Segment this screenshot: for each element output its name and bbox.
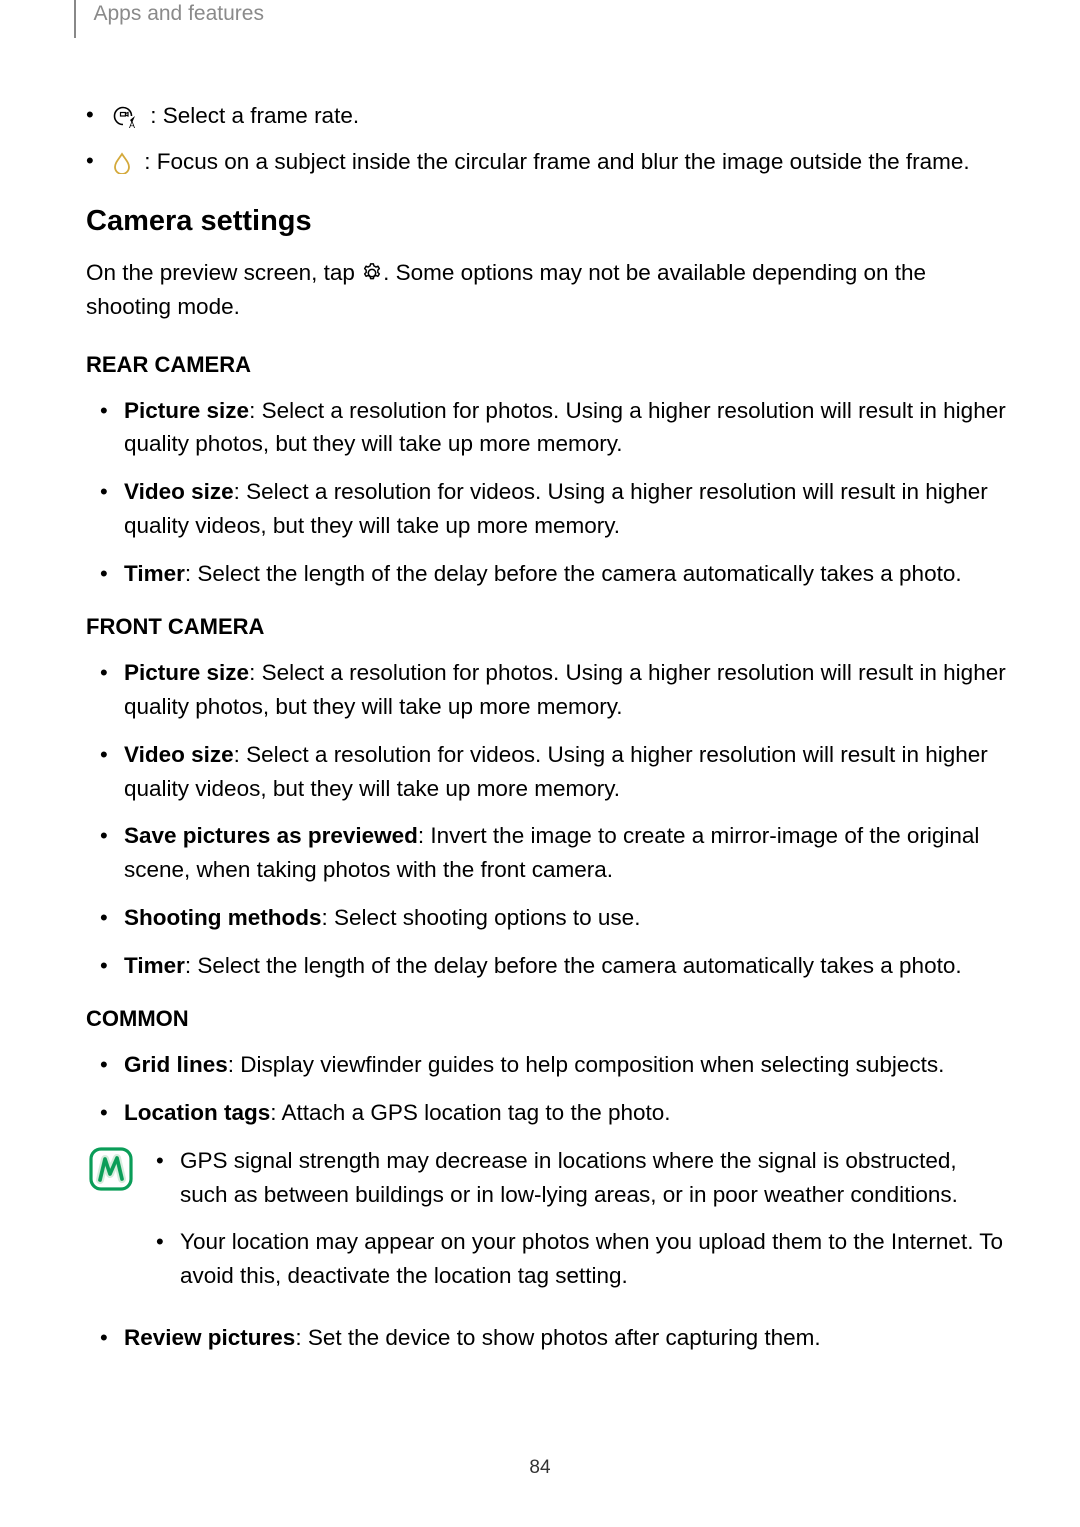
setting-item: Review pictures: Set the device to show … [124,1321,1006,1355]
setting-label: Save pictures as previewed [124,823,418,848]
top-option-frame-rate: A : Select a frame rate. [112,100,1006,132]
setting-text: : Select the length of the delay before … [185,561,962,586]
setting-text: : Select shooting options to use. [321,905,640,930]
top-option-focus: : Focus on a subject inside the circular… [112,146,1006,178]
setting-label: Location tags [124,1100,270,1125]
setting-text: : Select a resolution for photos. Using … [124,398,1006,457]
setting-text: : Select a resolution for photos. Using … [124,660,1006,719]
top-option-text: : Select a frame rate. [144,103,359,128]
setting-text: : Select the length of the delay before … [185,953,962,978]
note-list: GPS signal strength may decrease in loca… [154,1144,1006,1307]
setting-label: Grid lines [124,1052,228,1077]
setting-label: Timer [124,953,185,978]
intro-before: On the preview screen, tap [86,260,361,285]
front-camera-list: Picture size: Select a resolution for ph… [86,656,1006,982]
frame-rate-icon: A [112,106,138,128]
common-list-continued: Review pictures: Set the device to show … [86,1321,1006,1355]
common-list: Grid lines: Display viewfinder guides to… [86,1048,1006,1130]
intro-paragraph: On the preview screen, tap . Some option… [86,256,1006,324]
setting-label: Video size [124,479,234,504]
setting-item: Picture size: Select a resolution for ph… [124,656,1006,724]
setting-label: Timer [124,561,185,586]
setting-item: Location tags: Attach a GPS location tag… [124,1096,1006,1130]
section-title: Camera settings [86,205,1006,238]
setting-item: Grid lines: Display viewfinder guides to… [124,1048,1006,1082]
note-icon [88,1146,134,1197]
svg-text:A: A [129,120,135,128]
settings-gear-icon [361,260,383,285]
focus-drop-icon [112,152,132,174]
setting-label: Video size [124,742,234,767]
rear-camera-list: Picture size: Select a resolution for ph… [86,394,1006,591]
group-title-front: FRONT CAMERA [86,614,1006,640]
setting-label: Picture size [124,660,249,685]
setting-label: Shooting methods [124,905,321,930]
note-item: GPS signal strength may decrease in loca… [180,1144,1006,1212]
setting-item: Timer: Select the length of the delay be… [124,557,1006,591]
setting-text: : Attach a GPS location tag to the photo… [270,1100,670,1125]
setting-item: Shooting methods: Select shooting option… [124,901,1006,935]
header-divider [74,0,76,38]
setting-text: : Select a resolution for videos. Using … [124,742,988,801]
top-option-text: : Focus on a subject inside the circular… [138,149,970,174]
setting-item: Video size: Select a resolution for vide… [124,738,1006,806]
page-number: 84 [0,1457,1080,1479]
setting-item: Timer: Select the length of the delay be… [124,949,1006,983]
setting-text: : Select a resolution for videos. Using … [124,479,988,538]
setting-label: Review pictures [124,1325,295,1350]
setting-item: Save pictures as previewed: Invert the i… [124,819,1006,887]
setting-text: : Display viewfinder guides to help comp… [228,1052,945,1077]
note-block: GPS signal strength may decrease in loca… [88,1144,1006,1307]
breadcrumb: Apps and features [94,0,264,26]
group-title-common: COMMON [86,1006,1006,1032]
setting-item: Video size: Select a resolution for vide… [124,475,1006,543]
setting-item: Picture size: Select a resolution for ph… [124,394,1006,462]
top-options-list: A : Select a frame rate. : Focus on a su… [86,100,1006,177]
group-title-rear: REAR CAMERA [86,352,1006,378]
setting-label: Picture size [124,398,249,423]
note-item: Your location may appear on your photos … [180,1225,1006,1293]
setting-text: : Set the device to show photos after ca… [295,1325,820,1350]
